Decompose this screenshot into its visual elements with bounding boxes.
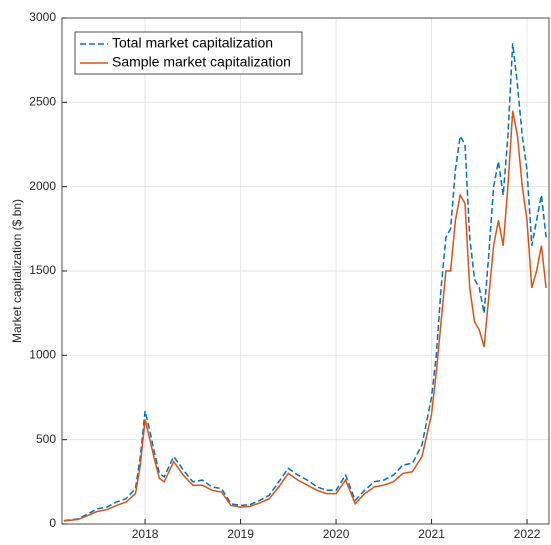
y-tick-label: 500 [36,432,56,446]
y-tick-label: 3000 [29,10,56,24]
data-line [63,110,547,522]
y-tick-label: 0 [49,516,56,530]
data-line [63,43,547,522]
y-tick-label: 1000 [29,348,56,362]
x-tick-label: 2022 [514,527,541,540]
x-tick-label: 2019 [227,527,254,540]
y-tick-label: 1500 [29,263,56,277]
x-tick-label: 2020 [323,527,350,540]
legend-box [74,31,303,75]
y-axis-label: Market capitalization ($ bn) [10,199,24,343]
legend-label: Sample market capitalization [112,54,291,70]
y-tick-label: 2500 [29,95,56,109]
legend-label: Total market capitalization [112,35,273,51]
x-tick-label: 2018 [132,527,159,540]
axes-box [61,17,550,525]
y-tick-label: 2000 [29,179,56,193]
x-tick-label: 2021 [418,527,445,540]
